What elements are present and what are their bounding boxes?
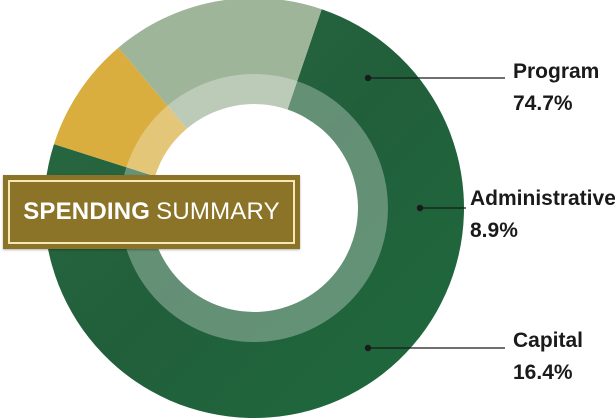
label-program-name: Program	[513, 60, 599, 83]
label-administrative-name: Administrative	[470, 187, 615, 210]
label-capital-value: 16.4%	[513, 361, 573, 384]
label-program-value: 74.7%	[513, 92, 573, 115]
title-normal-text: SUMMARY	[156, 198, 280, 225]
slice-capital	[118, 0, 322, 129]
title-bold-text: SPENDING	[23, 198, 151, 225]
leader-lines	[364, 74, 505, 352]
label-capital-name: Capital	[513, 329, 583, 352]
slice-labels: Program 74.7% Administrative 8.9% Capital 16.…	[470, 60, 615, 384]
title-banner: SPENDING SUMMARY	[3, 175, 300, 249]
title-banner-inner: SPENDING SUMMARY	[8, 180, 295, 244]
label-administrative-value: 8.9%	[470, 219, 518, 242]
slice-program	[44, 9, 464, 418]
donut-slices	[44, 0, 464, 418]
slice-administrative	[53, 47, 187, 177]
